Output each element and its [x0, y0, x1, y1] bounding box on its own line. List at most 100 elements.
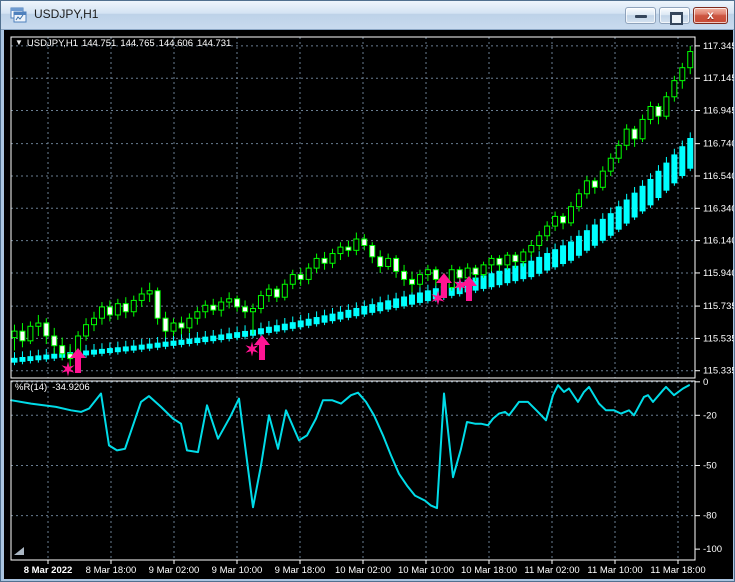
bear-candle	[377, 256, 384, 267]
overlay-body	[289, 322, 296, 329]
bear-candle	[409, 278, 415, 285]
overlay-body	[202, 336, 209, 343]
bear-candle	[393, 257, 400, 272]
subwindow-resize-grip[interactable]	[14, 547, 24, 555]
overlay-body	[424, 290, 431, 302]
bear-candle	[154, 290, 161, 319]
overlay-body	[122, 346, 129, 352]
overlay-body	[313, 317, 320, 325]
overlay-body	[178, 339, 185, 345]
bull-candle	[202, 304, 209, 313]
up-arrow-signal-icon	[70, 348, 86, 373]
bear-candle	[361, 238, 368, 246]
bear-candle	[401, 270, 408, 280]
bear-candle	[106, 306, 113, 316]
overlay-body	[432, 288, 439, 300]
overlay-body	[98, 348, 105, 354]
high-value: 144.765	[120, 38, 155, 49]
bull-candle	[528, 244, 535, 253]
indicator-axis-label: -100	[703, 544, 722, 555]
overlay-body	[385, 300, 392, 310]
percent-r-line	[10, 384, 690, 510]
overlay-body	[552, 249, 559, 268]
indicator-window-frame[interactable]	[10, 380, 696, 561]
indicator-axis-label: -20	[703, 410, 717, 421]
overlay-body	[623, 199, 630, 224]
window-title: USDJPY,H1	[34, 7, 99, 21]
overlay-body	[591, 224, 598, 246]
overlay-body	[130, 345, 137, 351]
overlay-body	[321, 315, 328, 323]
overlay-body	[401, 296, 408, 307]
bear-candle	[321, 257, 328, 264]
overlay-body	[35, 355, 42, 361]
overlay-body	[504, 268, 511, 284]
chevron-down-icon[interactable]: ▼	[15, 38, 23, 47]
time-axis-label: 8 Mar 2022	[24, 565, 73, 576]
price-axis-label: 116.540	[703, 171, 735, 182]
overlay-body	[496, 270, 503, 286]
overlay-body	[146, 343, 153, 349]
overlay-body	[51, 353, 58, 359]
symbol-period-label: USDJPY,H1	[26, 38, 78, 49]
overlay-body	[297, 320, 304, 328]
bull-candle	[671, 80, 678, 98]
time-axis[interactable]: 8 Mar 2022 8 Mar 18:00 9 Mar 02:00 9 Mar 10…	[24, 560, 706, 576]
restore-button[interactable]	[659, 7, 690, 25]
bull-candle	[138, 293, 145, 301]
overlay-body	[106, 348, 113, 353]
bull-candle	[615, 144, 622, 159]
indicator-name: %R(14)	[15, 382, 48, 393]
bear-candle	[242, 306, 249, 313]
bull-candle	[329, 253, 336, 264]
time-axis-label: 10 Mar 10:00	[398, 565, 454, 576]
overlay-body	[27, 356, 34, 362]
bull-candle	[647, 105, 654, 120]
bull-candle	[679, 67, 686, 82]
close-button[interactable]: x	[693, 7, 728, 24]
bear-candle	[43, 322, 50, 337]
overlay-body	[607, 213, 614, 236]
restore-icon	[669, 11, 683, 25]
overlay-body	[583, 230, 590, 251]
bull-candle	[599, 170, 606, 188]
bull-candle	[480, 264, 487, 276]
overlay-body	[488, 273, 495, 288]
main-chart-frame[interactable]	[10, 36, 696, 379]
bull-candle	[146, 290, 153, 295]
titlebar[interactable]: USDJPY,H1 x	[1, 1, 734, 30]
up-arrow-signal-icon	[461, 276, 477, 301]
chart-symbol-label[interactable]: ▼ USDJPY,H1 144.751 144.765 144.606 144.731	[15, 38, 235, 49]
overlay-body	[409, 294, 415, 305]
bull-candle	[568, 206, 574, 224]
time-axis-label: 9 Mar 10:00	[212, 565, 263, 576]
time-axis-label: 8 Mar 18:00	[86, 565, 137, 576]
bear-candle	[234, 298, 241, 308]
bear-candle	[162, 317, 169, 332]
price-axis-label: 117.345	[703, 41, 735, 52]
bull-candle	[91, 317, 97, 326]
bull-candle	[98, 306, 105, 319]
indicator-axis[interactable]: 0 -20 -50 -80 -100	[695, 377, 722, 555]
bull-candle	[281, 283, 288, 298]
price-axis-label: 115.535	[703, 333, 735, 344]
overlay-body	[369, 304, 376, 313]
overlay-body	[353, 307, 360, 317]
price-axis[interactable]: 117.345 117.145 116.945 116.740 116.540 116.3…	[695, 41, 735, 377]
bull-candle	[575, 193, 582, 208]
overlay-body	[639, 185, 646, 212]
overlay-body	[218, 334, 225, 341]
overlay-body	[512, 265, 519, 282]
overlay-body	[257, 328, 264, 335]
overlay-body	[11, 357, 18, 363]
bull-candle	[520, 251, 527, 263]
price-axis-label: 115.335	[703, 366, 735, 377]
bear-candle	[369, 244, 376, 258]
overlay-body	[91, 349, 97, 355]
minimize-button[interactable]	[625, 7, 656, 24]
bull-candle	[265, 288, 272, 297]
overlay-body	[416, 292, 423, 303]
bear-candle	[591, 180, 598, 188]
bull-candle	[663, 96, 670, 117]
